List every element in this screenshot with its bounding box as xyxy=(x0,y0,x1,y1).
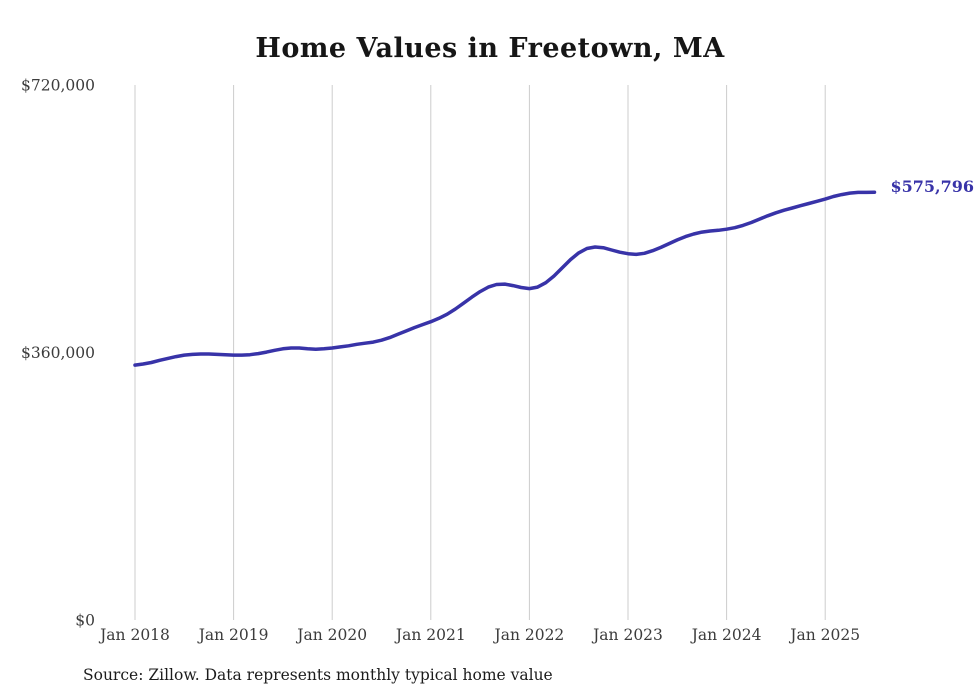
x-tick-label: Jan 2018 xyxy=(98,626,170,644)
x-tick-label: Jan 2024 xyxy=(690,626,762,644)
y-tick-label: $0 xyxy=(75,612,95,630)
x-tick-label: Jan 2025 xyxy=(788,626,860,644)
x-tick-label: Jan 2022 xyxy=(492,626,564,644)
series-line xyxy=(133,190,877,367)
y-tick-label: $360,000 xyxy=(21,344,95,362)
x-tick-label: Jan 2023 xyxy=(591,626,663,644)
y-tick-label: $720,000 xyxy=(21,77,95,95)
y-axis-labels: $0 $360,000 $720,000 xyxy=(21,77,95,630)
chart-title: Home Values in Freetown, MA xyxy=(255,33,725,64)
x-tick-label: Jan 2020 xyxy=(295,626,367,644)
gridlines xyxy=(134,85,826,620)
x-tick-label: Jan 2021 xyxy=(394,626,466,644)
x-tick-label: Jan 2019 xyxy=(197,626,269,644)
latest-value-label: $575,796 xyxy=(891,177,975,196)
x-axis-labels: Jan 2018 Jan 2019 Jan 2020 Jan 2021 Jan 2022… xyxy=(98,626,860,644)
source-note: Source: Zillow. Data represents monthly … xyxy=(83,666,553,684)
